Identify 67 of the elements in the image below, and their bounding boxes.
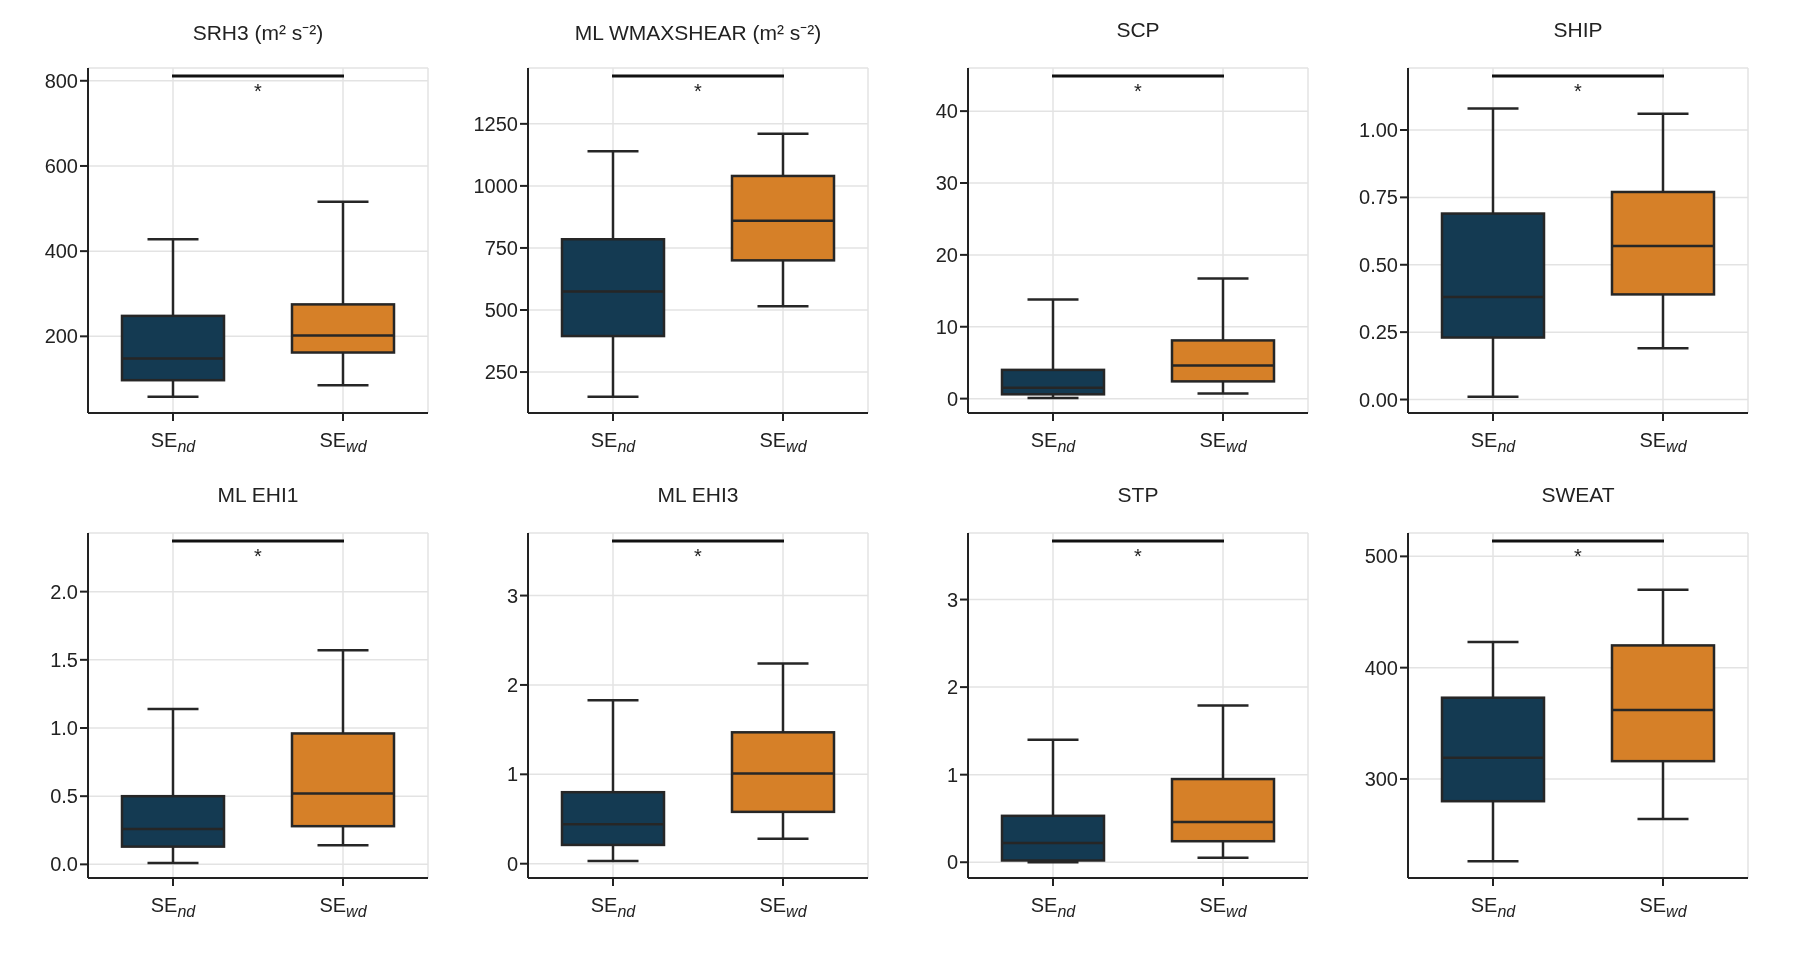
x-tick-label: SE$_{nd}$	[590, 429, 637, 455]
y-tick-label: 1.0	[50, 717, 78, 740]
annotation: *	[693, 80, 703, 103]
y-tick-label: 2.0	[50, 580, 78, 603]
y-tick-label: 10	[935, 315, 958, 338]
y-tick-label: 1.5	[50, 648, 78, 671]
x-tick-label: SE$_{wd}$	[759, 894, 808, 920]
y-tick-label: 400	[1364, 656, 1398, 679]
annotation: *	[1133, 80, 1143, 103]
chart-title: SRH3 (m² s⁻²)	[191, 20, 325, 46]
y-tick-label: 0.5	[50, 785, 78, 808]
x-tick-label: SE$_{nd}$	[590, 894, 637, 920]
annotation: *	[1133, 545, 1143, 568]
chart-title: SCP	[1115, 18, 1161, 42]
x-tick-label: SE$_{wd}$	[1199, 894, 1248, 920]
y-tick-label: 1	[946, 763, 958, 786]
chart-title: ML EHI3	[656, 483, 740, 507]
y-tick-label: 1250	[473, 112, 518, 135]
y-tick-label: 250	[484, 361, 518, 384]
chart-title: SHIP	[1552, 18, 1604, 42]
y-tick-label: 0	[506, 852, 518, 875]
y-tick-label: 3	[946, 588, 958, 611]
y-tick-label: 0.00	[1359, 388, 1398, 411]
chart-title: ML WMAXSHEAR (m² s⁻²)	[573, 20, 823, 46]
x-tick-label: SE$_{nd}$	[150, 429, 197, 455]
y-tick-label: 500	[1364, 545, 1398, 568]
x-tick-label: SE$_{nd}$	[1470, 429, 1517, 455]
y-tick-label: 1	[506, 763, 518, 786]
y-tick-label: 1000	[473, 175, 518, 197]
y-tick-label: 300	[1364, 768, 1398, 791]
y-tick-label: 0.75	[1359, 186, 1398, 209]
annotation: *	[253, 80, 263, 103]
y-tick-label: 600	[44, 155, 78, 178]
y-tick-label: 200	[44, 325, 78, 348]
y-tick-label: 0	[946, 851, 958, 874]
annotation: *	[1573, 545, 1583, 568]
y-tick-label: 1.00	[1359, 119, 1398, 142]
x-tick-label: SE$_{nd}$	[1470, 894, 1517, 920]
x-tick-label: SE$_{wd}$	[1639, 894, 1688, 920]
chart-title: SWEAT	[1540, 483, 1616, 507]
chart-title: STP	[1116, 483, 1160, 507]
y-tick-label: 30	[935, 172, 958, 195]
y-tick-label: 0.0	[50, 853, 78, 876]
y-tick-label: 500	[484, 299, 518, 322]
y-tick-label: 40	[935, 100, 958, 123]
y-tick-label: 400	[44, 240, 78, 263]
y-tick-label: 2	[946, 676, 958, 699]
y-tick-label: 750	[484, 237, 518, 260]
y-tick-label: 0.50	[1359, 253, 1398, 276]
y-tick-label: 20	[935, 243, 958, 266]
annotation: *	[253, 545, 263, 568]
y-tick-label: 0.25	[1359, 321, 1398, 344]
x-tick-label: SE$_{wd}$	[319, 429, 368, 455]
x-tick-label: SE$_{wd}$	[1639, 429, 1688, 455]
x-tick-label: SE$_{wd}$	[759, 429, 808, 455]
y-tick-label: 0	[946, 387, 958, 410]
x-tick-label: SE$_{nd}$	[1030, 429, 1077, 455]
annotation: *	[693, 545, 703, 568]
y-tick-label: 3	[506, 584, 518, 607]
chart-title: ML EHI1	[216, 483, 300, 507]
x-tick-label: SE$_{nd}$	[1030, 894, 1077, 920]
annotation: *	[1573, 80, 1583, 103]
y-tick-label: 2	[506, 674, 518, 697]
x-tick-label: SE$_{nd}$	[150, 894, 197, 920]
x-tick-label: SE$_{wd}$	[1199, 429, 1248, 455]
x-tick-label: SE$_{wd}$	[319, 894, 368, 920]
y-tick-label: 800	[44, 69, 78, 92]
